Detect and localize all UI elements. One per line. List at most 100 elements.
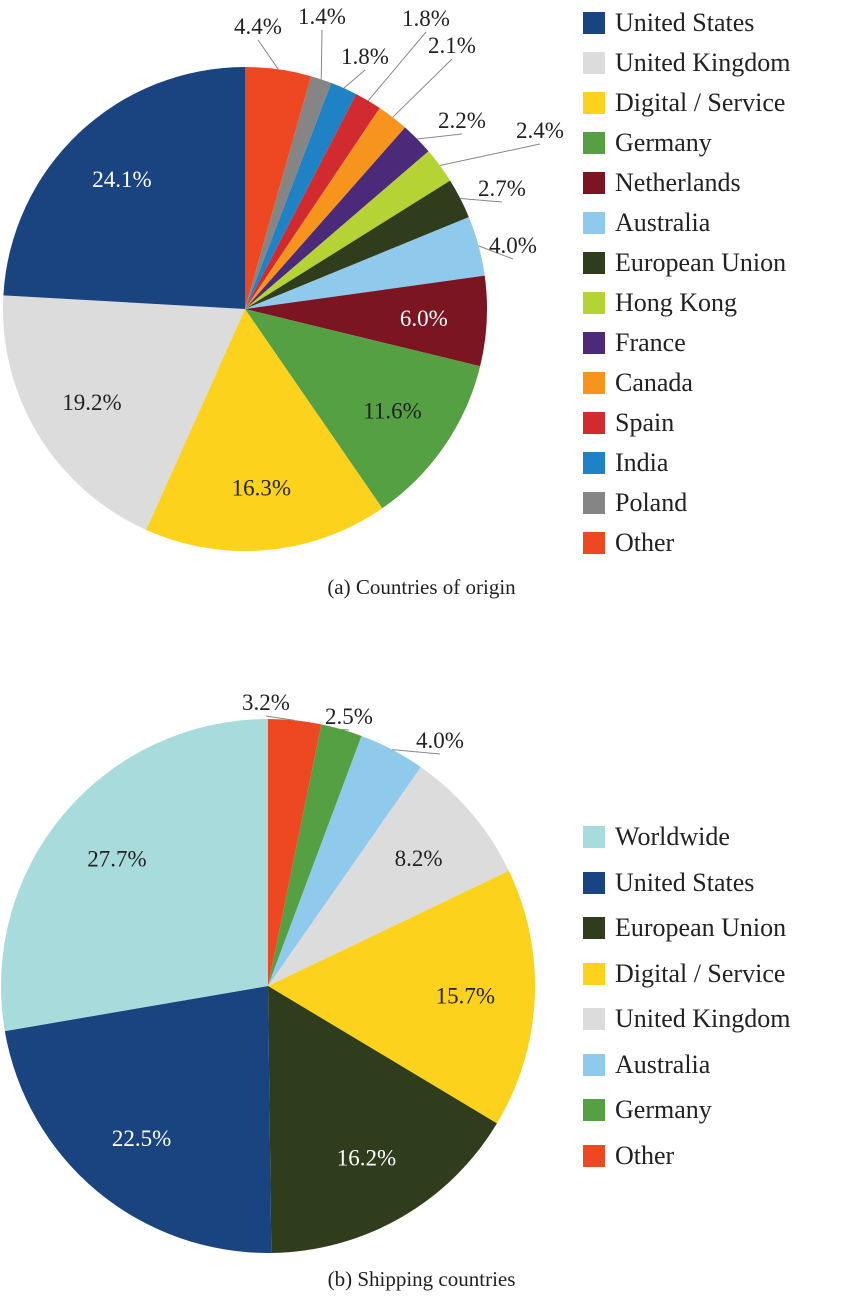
leader-line (439, 143, 541, 167)
data-label: 4.4% (234, 14, 282, 39)
legend-swatch (583, 52, 605, 74)
legend-swatch (583, 962, 605, 985)
pie-slice-european-union (268, 986, 497, 1253)
legend-item: European Union (583, 913, 786, 943)
data-label: 6.0% (400, 306, 448, 331)
legend-swatch (583, 1053, 605, 1076)
legend-label: United Kingdom (615, 48, 791, 77)
legend-item: United Kingdom (583, 1004, 791, 1034)
pie-slice-spain (245, 94, 380, 309)
pie-slice-canada (245, 107, 406, 310)
legend-label: Germany (615, 1095, 712, 1124)
legend-label: Other (615, 528, 675, 557)
legend-item: United States (583, 868, 754, 898)
legend-swatch (583, 452, 605, 474)
legend-item: Australia (583, 208, 710, 238)
legend-swatch (583, 532, 605, 554)
legend-label: Poland (615, 488, 688, 517)
pie-slice-netherlands (245, 275, 487, 367)
legend-label: Digital / Service (615, 88, 786, 117)
caption-a: (a) Countries of origin (327, 575, 516, 599)
data-label: 24.1% (92, 167, 151, 192)
legend-label: United States (615, 867, 755, 897)
pie-slice-germany (268, 724, 362, 986)
data-label: 16.2% (337, 1145, 396, 1170)
legend-swatch (583, 212, 605, 234)
legend-item: Hong Kong (583, 288, 737, 318)
data-label: 1.8% (341, 44, 389, 69)
legend-item: Other (583, 528, 674, 558)
leader-line (392, 58, 453, 118)
legend-label: Spain (615, 408, 675, 437)
pie-slice-united-states (4, 986, 272, 1253)
leader-line (257, 39, 279, 70)
pie-slice-worldwide (1, 719, 269, 1032)
legend-label: Hong Kong (615, 288, 738, 317)
legend-item: Digital / Service (583, 88, 785, 118)
leader-line (343, 69, 366, 89)
legend-item: United Kingdom (583, 48, 791, 78)
pie-slice-european-union (245, 180, 469, 309)
legend-label: Australia (615, 1049, 711, 1079)
data-label: 2.7% (478, 176, 526, 201)
data-label: 19.2% (62, 390, 121, 415)
legend-item: Germany (583, 1095, 712, 1125)
data-label: 16.3% (232, 475, 291, 500)
data-label: 4.0% (489, 233, 537, 258)
legend-swatch (583, 492, 605, 514)
legend-item: Spain (583, 408, 674, 438)
legend-swatch (583, 826, 605, 848)
leader-line (265, 715, 295, 721)
legend-swatch (583, 252, 605, 274)
legend-label: United Kingdom (615, 1004, 791, 1033)
legend-item: Digital / Service (583, 959, 785, 989)
pie-slice-germany (245, 309, 481, 509)
data-label: 27.7% (87, 847, 146, 872)
legend-item: Australia (583, 1050, 710, 1080)
pie-slice-australia (268, 735, 421, 986)
legend-swatch (583, 332, 605, 354)
data-label: 2.1% (428, 33, 476, 58)
legend-item: Other (583, 1141, 674, 1171)
legend-swatch (583, 92, 605, 114)
data-label: 4.0% (416, 728, 464, 753)
legend-item: Germany (583, 128, 712, 158)
legend-item: United States (583, 8, 754, 38)
leader-line (417, 133, 463, 140)
legend-label: Other (615, 1140, 675, 1170)
legend-label: India (615, 448, 669, 477)
legend-item: Poland (583, 488, 687, 518)
data-label: 2.4% (516, 118, 564, 143)
pie-slice-france (245, 127, 429, 310)
legend-swatch (583, 12, 605, 34)
pie-slice-other (268, 719, 322, 986)
legend-item: India (583, 448, 668, 478)
legend-label: Australia (615, 208, 711, 237)
pie-slice-united-kingdom (268, 767, 509, 986)
leader-line (341, 728, 350, 731)
leader-line (367, 31, 427, 102)
pie-slice-india (245, 82, 357, 309)
pie-slice-poland (245, 76, 332, 309)
data-label: 22.5% (112, 1126, 171, 1151)
legend-item: Canada (583, 368, 693, 398)
legend-label: Digital / Service (615, 958, 786, 988)
pie-slice-united-kingdom (2, 295, 245, 530)
legend-item: European Union (583, 248, 786, 278)
legend-label: United States (615, 8, 755, 37)
legend-swatch (583, 1099, 605, 1121)
legend-label: Netherlands (615, 168, 741, 197)
legend-swatch (583, 172, 605, 194)
data-label: 1.4% (298, 4, 346, 29)
pie-slice-united-states (3, 67, 245, 309)
pie-slice-australia (245, 217, 485, 309)
legend-swatch (583, 132, 605, 154)
legend-label: France (615, 328, 686, 357)
leader-line (478, 245, 514, 260)
pie-slice-digital-service (146, 309, 383, 551)
data-label: 2.5% (325, 704, 373, 729)
caption-b: (b) Shipping countries (327, 1267, 516, 1291)
data-label: 15.7% (436, 983, 495, 1008)
pie-slice-digital-service (268, 870, 535, 1124)
